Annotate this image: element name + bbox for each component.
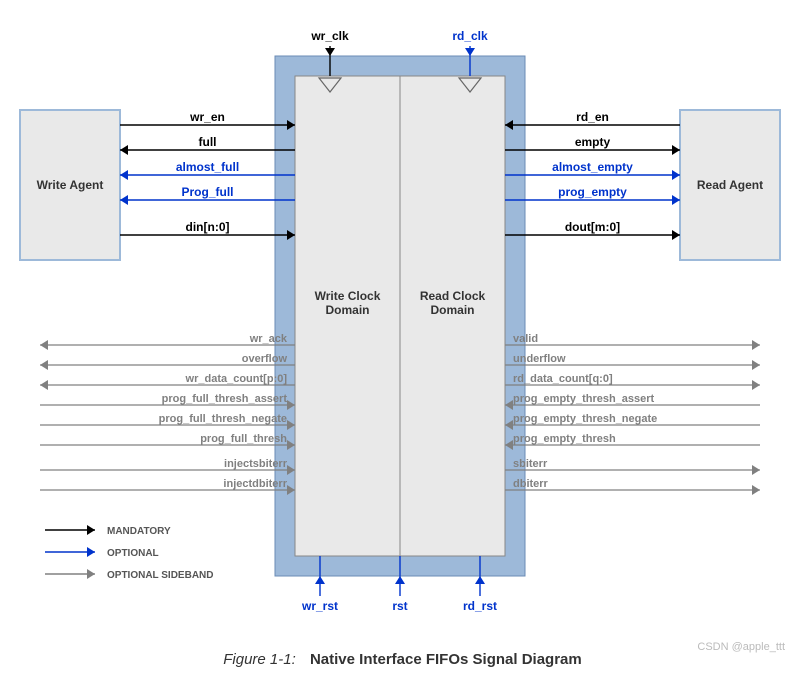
arrowhead-icon bbox=[325, 48, 335, 56]
arrowhead-icon bbox=[752, 340, 760, 350]
arrowhead-icon bbox=[40, 340, 48, 350]
reset-label: rd_rst bbox=[463, 599, 497, 613]
sideband-label: prog_empty_thresh_assert bbox=[513, 393, 655, 405]
sideband-label: injectdbiterr bbox=[223, 478, 287, 490]
signal-label: almost_empty bbox=[552, 160, 633, 174]
arrowhead-icon bbox=[120, 145, 128, 155]
signal-label: Prog_full bbox=[181, 185, 233, 199]
arrowhead-icon bbox=[395, 576, 405, 584]
arrowhead-icon bbox=[315, 576, 325, 584]
arrowhead-icon bbox=[672, 230, 680, 240]
legend-label: OPTIONAL SIDEBAND bbox=[107, 570, 214, 581]
sideband-label: overflow bbox=[242, 353, 288, 365]
signal-label: prog_empty bbox=[558, 185, 627, 199]
sideband-label: injectsbiterr bbox=[224, 458, 288, 470]
sideband-label: sbiterr bbox=[513, 458, 548, 470]
sideband-label: wr_data_count[p:0] bbox=[185, 373, 288, 385]
reset-label: rst bbox=[392, 599, 407, 613]
arrowhead-icon bbox=[87, 547, 95, 557]
arrowhead-icon bbox=[120, 170, 128, 180]
arrowhead-icon bbox=[672, 145, 680, 155]
sideband-label: prog_empty_thresh bbox=[513, 433, 616, 445]
signal-label: dout[m:0] bbox=[565, 220, 620, 234]
signal-label: almost_full bbox=[176, 160, 239, 174]
arrowhead-icon bbox=[475, 576, 485, 584]
sideband-label: wr_ack bbox=[249, 333, 288, 345]
reset-label: wr_rst bbox=[301, 599, 338, 613]
arrowhead-icon bbox=[752, 465, 760, 475]
arrowhead-icon bbox=[672, 195, 680, 205]
read-agent-box-label: Read Agent bbox=[697, 178, 763, 192]
arrowhead-icon bbox=[672, 170, 680, 180]
watermark-text: CSDN @apple_ttt bbox=[697, 641, 785, 653]
arrowhead-icon bbox=[752, 380, 760, 390]
arrowhead-icon bbox=[120, 195, 128, 205]
legend-label: MANDATORY bbox=[107, 526, 171, 537]
sideband-label: rd_data_count[q:0] bbox=[513, 373, 613, 385]
sideband-label: prog_full_thresh bbox=[200, 433, 287, 445]
signal-label: rd_en bbox=[576, 110, 609, 124]
sideband-label: prog_full_thresh_assert bbox=[162, 393, 288, 405]
sideband-label: valid bbox=[513, 333, 538, 345]
sideband-label: prog_empty_thresh_negate bbox=[513, 413, 657, 425]
figure-caption: Figure 1-1: Native Interface FIFOs Signa… bbox=[0, 651, 805, 668]
arrowhead-icon bbox=[752, 360, 760, 370]
legend-label: OPTIONAL bbox=[107, 548, 159, 559]
write-agent-box-label: Write Agent bbox=[37, 178, 104, 192]
signal-label: empty bbox=[575, 135, 611, 149]
clock-label: rd_clk bbox=[452, 29, 488, 43]
signal-label: din[n:0] bbox=[186, 220, 230, 234]
sideband-label: dbiterr bbox=[513, 478, 549, 490]
arrowhead-icon bbox=[40, 360, 48, 370]
arrowhead-icon bbox=[87, 525, 95, 535]
arrowhead-icon bbox=[40, 380, 48, 390]
signal-label: full bbox=[199, 135, 217, 149]
arrowhead-icon bbox=[465, 48, 475, 56]
sideband-label: underflow bbox=[513, 353, 566, 365]
figure-title: Native Interface FIFOs Signal Diagram bbox=[310, 651, 582, 668]
clock-label: wr_clk bbox=[310, 29, 349, 43]
fifo-signal-diagram: Write ClockDomainRead ClockDomainwr_clkr… bbox=[0, 0, 805, 640]
arrowhead-icon bbox=[752, 485, 760, 495]
figure-number: Figure 1-1: bbox=[223, 651, 296, 668]
signal-label: wr_en bbox=[189, 110, 225, 124]
sideband-label: prog_full_thresh_negate bbox=[159, 413, 287, 425]
arrowhead-icon bbox=[87, 569, 95, 579]
